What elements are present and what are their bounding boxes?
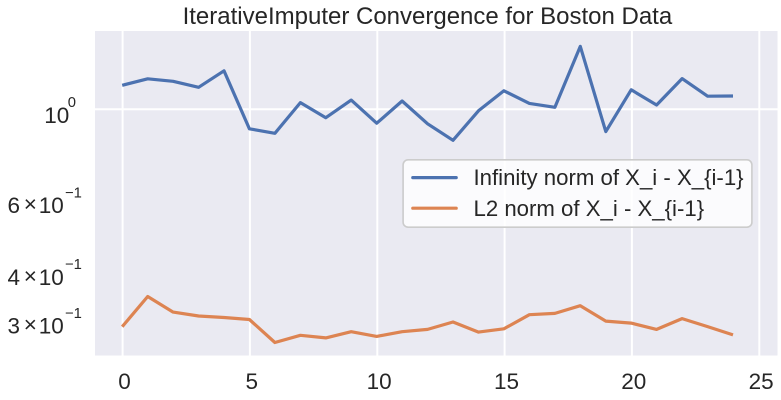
svg-text:−1: −1 [65,257,82,273]
svg-text:3: 3 [8,314,21,339]
svg-text:Infinity norm of X_i - X_{i-1}: Infinity norm of X_i - X_{i-1} [474,165,745,190]
svg-text:10: 10 [44,103,69,128]
svg-text:−1: −1 [65,185,82,201]
svg-text:0: 0 [118,369,131,394]
svg-text:10: 10 [367,369,392,394]
svg-text:5: 5 [246,369,259,394]
svg-text:6: 6 [8,193,21,218]
svg-text:L2 norm of X_i - X_{i-1}: L2 norm of X_i - X_{i-1} [474,196,705,221]
svg-text:25: 25 [749,369,774,394]
svg-text:4: 4 [8,265,21,290]
svg-text:×: × [24,263,37,288]
svg-text:10: 10 [39,314,64,339]
svg-text:10: 10 [39,265,64,290]
svg-text:20: 20 [621,369,646,394]
svg-text:IterativeImputer Convergence f: IterativeImputer Convergence for Boston … [183,3,673,30]
svg-text:15: 15 [494,369,519,394]
svg-text:×: × [24,312,37,337]
svg-text:×: × [24,192,37,217]
svg-text:10: 10 [39,193,64,218]
svg-text:0: 0 [68,95,76,111]
svg-text:−1: −1 [65,306,82,322]
